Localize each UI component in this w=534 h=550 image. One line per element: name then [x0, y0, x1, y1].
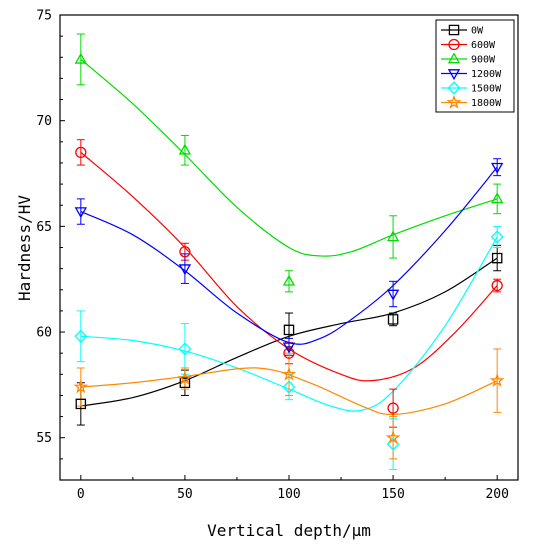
point-1800w	[177, 370, 193, 385]
point-1200w	[386, 289, 400, 301]
x-axis: 0 50 100 150 200	[77, 475, 509, 502]
x-tick-label: 150	[381, 487, 404, 502]
point-1500w	[74, 329, 88, 343]
x-tick-label: 200	[485, 487, 508, 502]
point-1500w	[490, 230, 504, 244]
point-1800w	[385, 429, 401, 444]
curve-1800w	[80, 367, 498, 416]
x-tick-label: 50	[177, 487, 193, 502]
point-0w	[283, 324, 295, 336]
legend-label-900w: 900W	[471, 55, 496, 66]
y-tick-label: 60	[36, 326, 52, 341]
point-1200w	[178, 264, 192, 276]
point-900w	[178, 143, 192, 155]
legend-marker-1800w	[446, 94, 462, 109]
y-tick-label: 55	[36, 431, 52, 446]
point-1200w	[282, 342, 296, 354]
legend: 0W 600W 900W 1200W 1500W 1800W	[435, 19, 515, 113]
legend-box	[435, 19, 515, 113]
legend-label-1200w: 1200W	[471, 69, 502, 80]
legend-label-600w: 600W	[471, 40, 496, 51]
point-600w	[179, 246, 191, 258]
x-tick-label: 0	[77, 487, 85, 502]
point-900w	[491, 192, 504, 204]
point-0w	[75, 398, 87, 410]
point-1200w	[74, 207, 87, 219]
point-900w	[282, 274, 296, 286]
y-tick-label: 65	[36, 220, 52, 235]
point-1500w	[282, 380, 296, 394]
point-1200w	[491, 162, 504, 174]
legend-label-1800w: 1800W	[471, 98, 502, 109]
curve-900w	[80, 58, 498, 257]
y-tick-label: 70	[36, 114, 52, 129]
point-1800w	[281, 366, 297, 381]
point-600w	[75, 146, 87, 159]
y-axis-title: Hardness/HV	[15, 195, 34, 301]
fit-curves	[80, 58, 498, 416]
point-600w	[491, 279, 503, 292]
point-1800w	[489, 372, 505, 387]
legend-label-1500w: 1500W	[471, 84, 502, 95]
point-600w	[387, 402, 399, 414]
curve-600w	[80, 151, 498, 382]
x-axis-title: Vertical depth/μm	[207, 521, 371, 540]
point-0w	[179, 377, 191, 389]
curve-1500w	[80, 236, 498, 412]
point-0w	[491, 252, 503, 264]
point-900w	[74, 52, 87, 64]
y-axis: 55 60 65 70 75	[36, 9, 65, 481]
point-1800w	[73, 379, 89, 394]
point-0w	[387, 314, 399, 325]
point-900w	[386, 230, 400, 242]
legend-marker-1500w	[447, 81, 461, 95]
legend-marker-0w	[448, 24, 460, 36]
x-tick-label: 100	[277, 487, 300, 502]
point-1500w	[178, 342, 192, 356]
legend-marker-1200w	[447, 69, 461, 81]
legend-marker-900w	[447, 52, 461, 64]
curve-1200w	[80, 166, 498, 345]
y-tick-label: 75	[36, 9, 52, 24]
data-markers	[73, 52, 505, 451]
legend-label-0w: 0W	[471, 26, 484, 37]
legend-marker-600w	[448, 38, 460, 51]
point-600w	[283, 347, 295, 359]
